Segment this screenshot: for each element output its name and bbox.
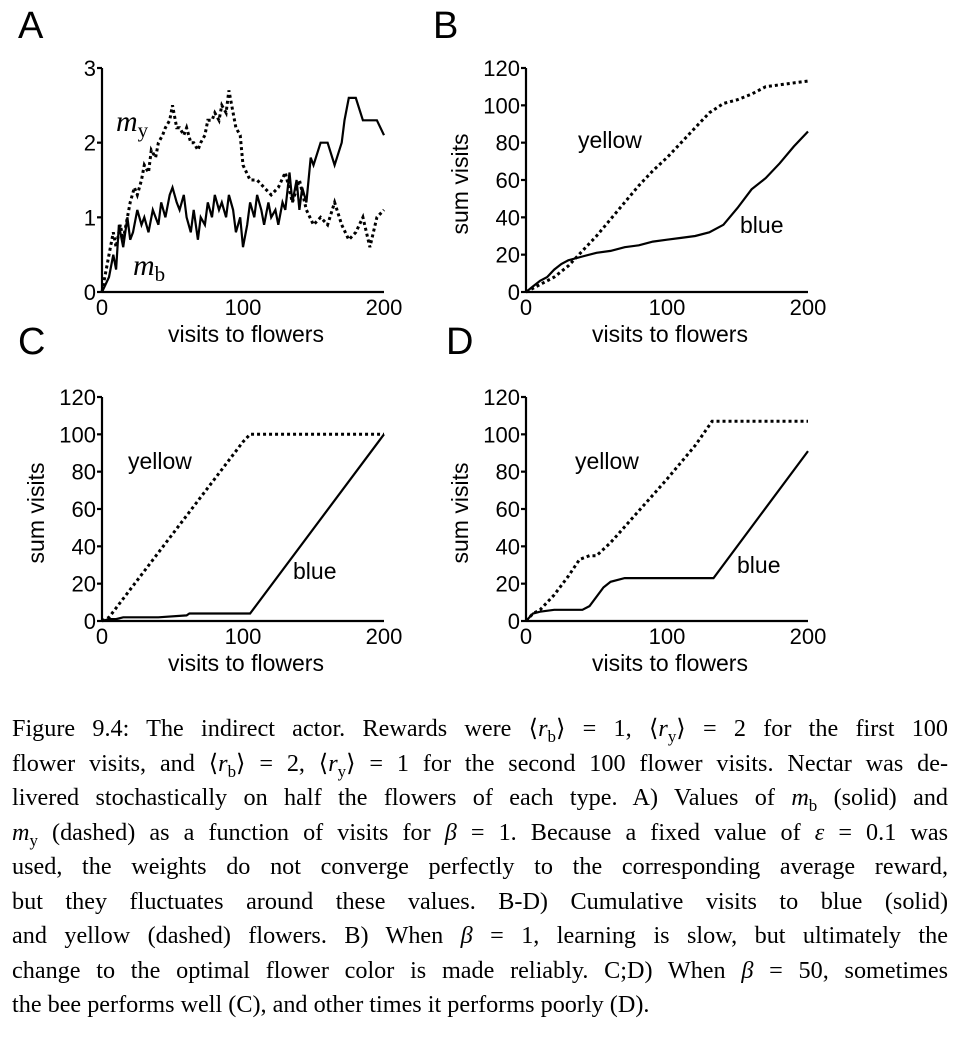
y-tick-label: 60 [72,497,96,522]
panel-letter: D [446,321,473,363]
caption-line: my (dashed) as a function of visits for … [12,818,948,850]
caption-line: change to the optimal flower color is ma… [12,956,949,984]
x-tick-label: 0 [96,624,108,649]
y-tick-label: 60 [496,168,520,193]
x-axis-label: visits to flowers [168,650,324,676]
y-tick-label: 100 [483,93,520,118]
x-tick-label: 0 [520,295,532,320]
x-axis-label: visits to flowers [592,650,748,676]
dashed-series-line [101,432,384,623]
panel-a: A 0 1 2 3 0 100 200 visits to flowers my mb [18,5,402,347]
series-annotation-mb: mb [133,249,165,286]
panel-letter: C [18,321,45,363]
y-tick-label: 120 [483,385,520,410]
x-tick-label: 100 [225,624,262,649]
x-axis-label: visits to flowers [592,321,748,347]
y-tick-label: 0 [84,280,96,305]
y-tick-label: 1 [84,205,96,230]
x-tick-label: 100 [649,295,686,320]
y-tick-label: 2 [84,131,96,156]
y-tick-label: 120 [59,385,96,410]
y-tick-label: 40 [72,534,96,559]
y-tick-label: 60 [496,497,520,522]
solid-series-line [101,96,385,293]
panel-d: D 0 20 40 60 80 100 120 0 100 200 visits to flowers… [446,321,826,676]
y-tick-label: 40 [496,205,520,230]
series-annotation-blue: blue [740,212,783,238]
x-tick-label: 0 [520,624,532,649]
series-annotation-yellow: yellow [578,127,642,153]
y-tick-label: 0 [84,609,96,634]
x-tick-label: 200 [790,295,827,320]
dashed-series-line [525,79,809,294]
panel-letter: A [18,5,44,47]
y-tick-label: 20 [72,572,96,597]
y-tick-label: 3 [84,56,96,81]
y-tick-label: 0 [508,280,520,305]
series-annotation-my: my [116,105,149,142]
x-tick-label: 200 [366,624,403,649]
x-tick-label: 200 [366,295,403,320]
x-tick-label: 100 [649,624,686,649]
figure-caption: Figure 9.4: The indirect actor. Rewards … [12,712,948,1023]
solid-series-line [525,130,809,293]
caption-line: and yellow (dashed) flowers. B) When β =… [12,922,948,949]
y-tick-label: 80 [496,131,520,156]
y-tick-label: 100 [483,422,520,447]
caption-line: but they fluctuates around these values.… [12,887,948,915]
y-tick-label: 120 [483,56,520,81]
caption-line: Figure 9.4: The indirect actor. Rewards … [12,715,948,746]
caption-line: the bee performs well (C), and other tim… [12,991,650,1018]
x-tick-label: 100 [225,295,262,320]
dashed-series-line [100,90,386,293]
dashed-series-line [524,419,808,623]
x-tick-label: 0 [96,295,108,320]
y-tick-label: 100 [59,422,96,447]
panel-letter: B [433,5,458,47]
panel-c: C 0 20 40 60 80 100 120 0 100 200 visits to flowers… [18,321,402,676]
solid-series-line [525,450,809,622]
caption-line: flower visits, and ⟨rb⟩ = 2, ⟨ry⟩ = 1 fo… [12,749,949,781]
y-axis-label: sum visits [447,134,473,235]
x-tick-label: 200 [790,624,827,649]
x-axis-label: visits to flowers [168,321,324,347]
caption-line: livered stochastically on half the flowe… [12,784,949,815]
series-annotation-yellow: yellow [575,448,639,474]
y-tick-label: 80 [496,460,520,485]
y-axis-label: sum visits [447,463,473,564]
solid-series-line [101,433,385,623]
y-tick-label: 20 [496,243,520,268]
y-tick-label: 20 [496,572,520,597]
figure: A 0 1 2 3 0 100 200 visits to flowers my mb B 0 20 40 6… [18,5,826,676]
y-tick-label: 80 [72,460,96,485]
y-axis-label: sum visits [23,463,49,564]
panel-b: B 0 20 40 60 80 100 120 0 100 200 visits to flowers… [433,5,826,347]
series-annotation-blue: blue [737,552,780,578]
y-tick-label: 0 [508,609,520,634]
series-annotation-blue: blue [293,558,336,584]
y-tick-label: 40 [496,534,520,559]
caption-line: used, the weights do not converge perfec… [12,853,948,880]
series-annotation-yellow: yellow [128,448,192,474]
